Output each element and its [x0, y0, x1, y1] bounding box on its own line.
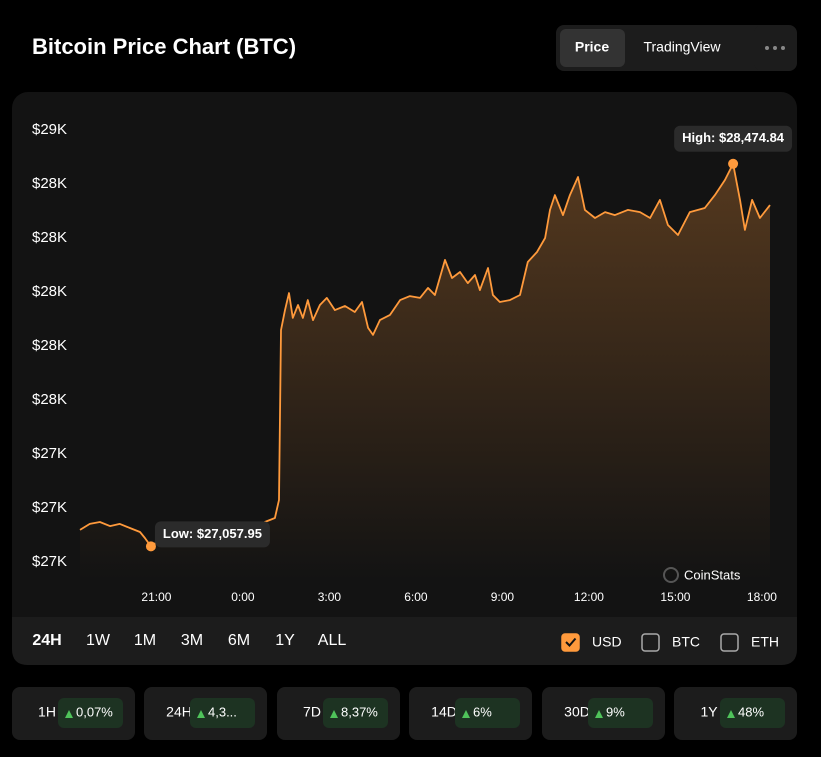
- stat-pill: [190, 698, 255, 728]
- stat-change: 48%: [738, 704, 764, 719]
- range-button[interactable]: 3M: [181, 632, 203, 649]
- checkbox[interactable]: [641, 633, 660, 652]
- price-area: [80, 163, 770, 581]
- range-button[interactable]: 1M: [134, 632, 156, 649]
- currency-label[interactable]: BTC: [672, 634, 700, 650]
- y-tick-label: $28K: [32, 283, 67, 300]
- y-tick-label: $27K: [32, 445, 67, 462]
- up-arrow: [462, 710, 470, 718]
- x-tick-label: 9:00: [491, 590, 515, 604]
- currency-label[interactable]: ETH: [751, 634, 779, 650]
- x-tick-label: 6:00: [404, 590, 428, 604]
- low-label: Low: $27,057.95: [163, 526, 262, 541]
- range-button[interactable]: 6M: [228, 632, 250, 649]
- up-arrow: [727, 710, 735, 718]
- stat-period: 24H: [166, 704, 192, 720]
- y-tick-label: $28K: [32, 337, 67, 354]
- stat-change: 0,07%: [76, 704, 113, 719]
- y-tick-label: $29K: [32, 121, 67, 138]
- y-tick-label: $27K: [32, 499, 67, 516]
- checkbox[interactable]: [561, 633, 580, 652]
- stat-period: 30D: [564, 704, 590, 720]
- tab-active[interactable]: [560, 29, 625, 67]
- stat-change: 6%: [473, 704, 492, 719]
- up-arrow: [595, 710, 603, 718]
- stat-pill: [58, 698, 123, 728]
- stat-pill: [455, 698, 520, 728]
- stat-pill: [588, 698, 653, 728]
- range-button[interactable]: 1Y: [275, 632, 295, 649]
- x-tick-label: 21:00: [141, 590, 171, 604]
- stat-change: 4,3...: [208, 704, 237, 719]
- checkbox[interactable]: [720, 633, 739, 652]
- dot: [765, 46, 769, 50]
- low-marker: [145, 541, 156, 552]
- y-tick-label: $28K: [32, 229, 67, 246]
- stat-period: 1H: [38, 704, 56, 720]
- chart-footer: [12, 617, 797, 665]
- currency-label[interactable]: USD: [592, 634, 622, 650]
- high-label: High: $28,474.84: [682, 130, 785, 145]
- x-tick-label: 18:00: [747, 590, 777, 604]
- x-tick-label: 12:00: [574, 590, 604, 604]
- range-button[interactable]: 1W: [86, 632, 111, 649]
- x-tick-label: 15:00: [660, 590, 690, 604]
- stat-pill: [323, 698, 388, 728]
- stat-change: 9%: [606, 704, 625, 719]
- stat-period: 7D: [303, 704, 321, 720]
- low-label-box: [154, 521, 270, 548]
- range-button[interactable]: 24H: [32, 632, 61, 649]
- stat-pill: [720, 698, 785, 728]
- y-tick-label: $28K: [32, 391, 67, 408]
- y-tick-label: $27K: [32, 553, 67, 570]
- high-label-box: [674, 125, 793, 152]
- range-button[interactable]: ALL: [318, 632, 347, 649]
- high-marker: [728, 158, 739, 169]
- stat-period: 1Y: [700, 704, 718, 720]
- tab-label[interactable]: TradingView: [643, 39, 721, 55]
- page-title: Bitcoin Price Chart (BTC): [32, 34, 296, 59]
- dot: [773, 46, 777, 50]
- dot: [781, 46, 785, 50]
- y-tick-label: $28K: [32, 175, 67, 192]
- x-tick-label: 0:00: [231, 590, 255, 604]
- up-arrow: [197, 710, 205, 718]
- stat-change: 8,37%: [341, 704, 378, 719]
- up-arrow: [330, 710, 338, 718]
- up-arrow: [65, 710, 73, 718]
- x-tick-label: 3:00: [318, 590, 342, 604]
- tab-label[interactable]: Price: [575, 39, 609, 55]
- stat-period: 14D: [431, 704, 457, 720]
- checkmark: [565, 637, 577, 647]
